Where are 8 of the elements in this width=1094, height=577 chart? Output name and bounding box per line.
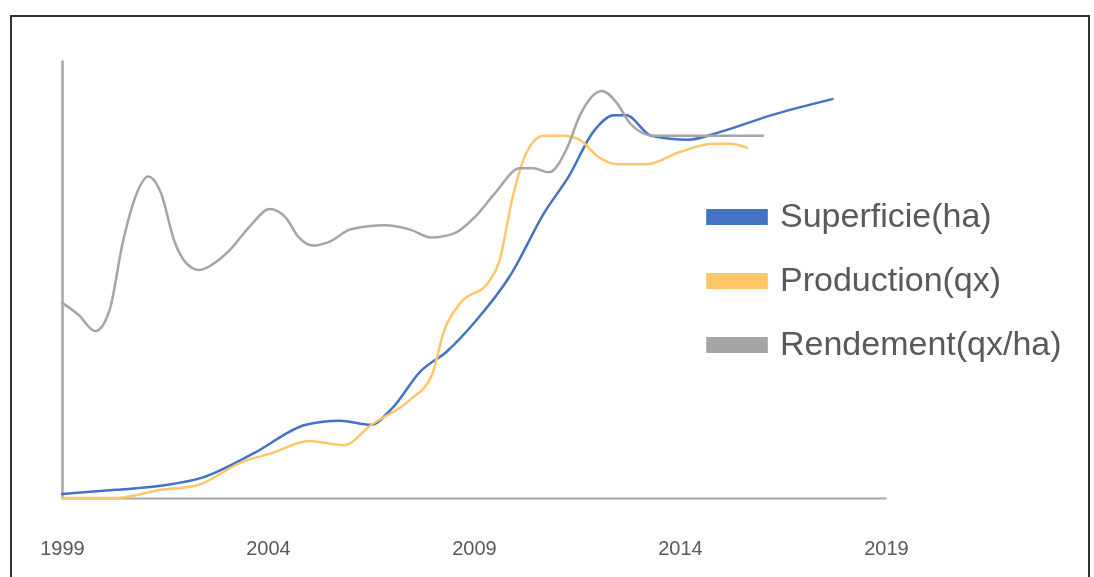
legend-label: Superficie(ha) xyxy=(780,196,992,234)
x-tick-label: 2014 xyxy=(658,536,703,559)
x-tick-label: 2019 xyxy=(864,536,909,559)
legend-label: Production(qx) xyxy=(780,260,1002,298)
x-tick-label: 2004 xyxy=(246,536,291,559)
x-tick-label: 2009 xyxy=(452,536,497,559)
legend-label: Rendement(qx/ha) xyxy=(780,324,1062,362)
x-tick-label: 1999 xyxy=(40,536,85,559)
